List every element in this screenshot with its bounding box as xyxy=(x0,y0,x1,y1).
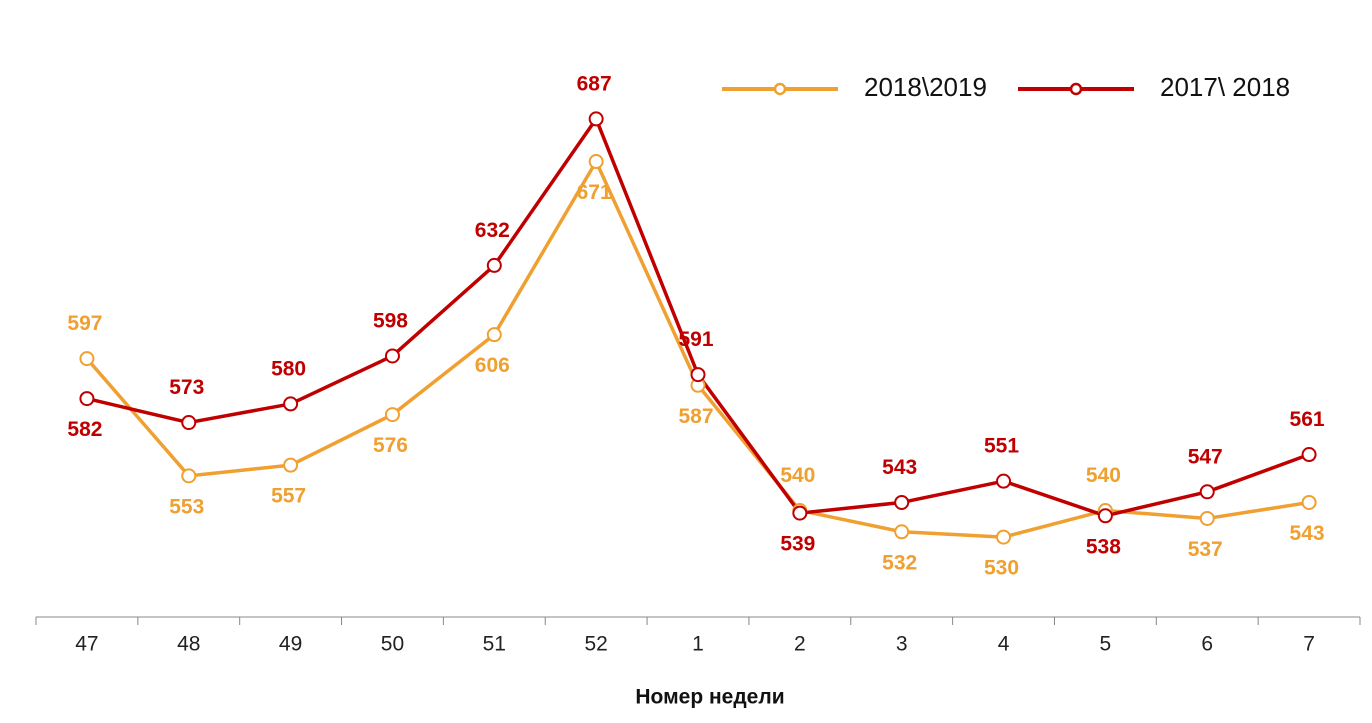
data-point xyxy=(283,396,299,412)
data-label: 598 xyxy=(373,310,408,333)
data-label: 582 xyxy=(67,418,102,441)
x-tick-label: 5 xyxy=(1100,633,1112,656)
x-tick-label: 3 xyxy=(896,633,908,656)
data-point xyxy=(486,327,502,343)
data-point xyxy=(1199,510,1215,526)
legend-marker xyxy=(773,82,787,96)
data-point xyxy=(1097,508,1113,524)
x-tick-label: 50 xyxy=(381,633,404,656)
data-label: 573 xyxy=(169,376,204,399)
data-label: 547 xyxy=(1188,445,1223,468)
data-point xyxy=(384,348,400,364)
data-point xyxy=(79,391,95,407)
data-point xyxy=(486,257,502,273)
x-tick-label: 49 xyxy=(279,633,302,656)
data-label: 587 xyxy=(678,405,713,428)
data-point xyxy=(894,494,910,510)
x-tick-label: 2 xyxy=(794,633,806,656)
data-label: 540 xyxy=(780,464,815,487)
data-label: 537 xyxy=(1188,538,1223,561)
x-tick-label: 7 xyxy=(1303,633,1315,656)
data-point xyxy=(792,505,808,521)
data-point xyxy=(283,457,299,473)
data-point xyxy=(384,407,400,423)
data-label: 687 xyxy=(577,72,612,95)
legend-marker xyxy=(1069,82,1083,96)
data-point xyxy=(996,473,1012,489)
data-label: 591 xyxy=(678,328,713,351)
data-label: 561 xyxy=(1290,408,1325,431)
data-label: 671 xyxy=(577,181,612,204)
data-label: 580 xyxy=(271,357,306,380)
data-point xyxy=(588,154,604,170)
legend-label: 2018\2019 xyxy=(864,72,987,102)
data-point xyxy=(79,351,95,367)
series-line xyxy=(86,117,1310,518)
legend-label: 2017\ 2018 xyxy=(1160,72,1290,102)
data-label: 597 xyxy=(67,312,102,335)
data-label: 543 xyxy=(882,456,917,479)
data-label: 543 xyxy=(1290,522,1325,545)
data-label: 539 xyxy=(780,533,815,556)
data-label: 532 xyxy=(882,551,917,574)
data-label: 606 xyxy=(475,354,510,377)
data-label: 551 xyxy=(984,435,1019,458)
data-label: 553 xyxy=(169,495,204,518)
data-point xyxy=(690,367,706,383)
data-label: 632 xyxy=(475,219,510,242)
data-label: 530 xyxy=(984,557,1019,580)
data-point xyxy=(894,524,910,540)
x-tick-label: 47 xyxy=(75,633,98,656)
data-label: 538 xyxy=(1086,535,1121,558)
x-tick-label: 51 xyxy=(483,633,506,656)
data-point xyxy=(181,415,197,431)
x-tick-label: 52 xyxy=(584,633,607,656)
data-label: 557 xyxy=(271,485,306,508)
x-tick-label: 6 xyxy=(1201,633,1213,656)
data-point xyxy=(588,111,604,127)
x-tick-label: 48 xyxy=(177,633,200,656)
data-point xyxy=(1301,494,1317,510)
x-axis-title: Номер недели xyxy=(635,686,784,709)
data-point xyxy=(1199,484,1215,500)
data-label: 576 xyxy=(373,434,408,457)
x-tick-label: 4 xyxy=(998,633,1010,656)
data-point xyxy=(1301,447,1317,463)
x-tick-label: 1 xyxy=(692,633,704,656)
data-label: 540 xyxy=(1086,464,1121,487)
data-point xyxy=(181,468,197,484)
data-point xyxy=(996,529,1012,545)
